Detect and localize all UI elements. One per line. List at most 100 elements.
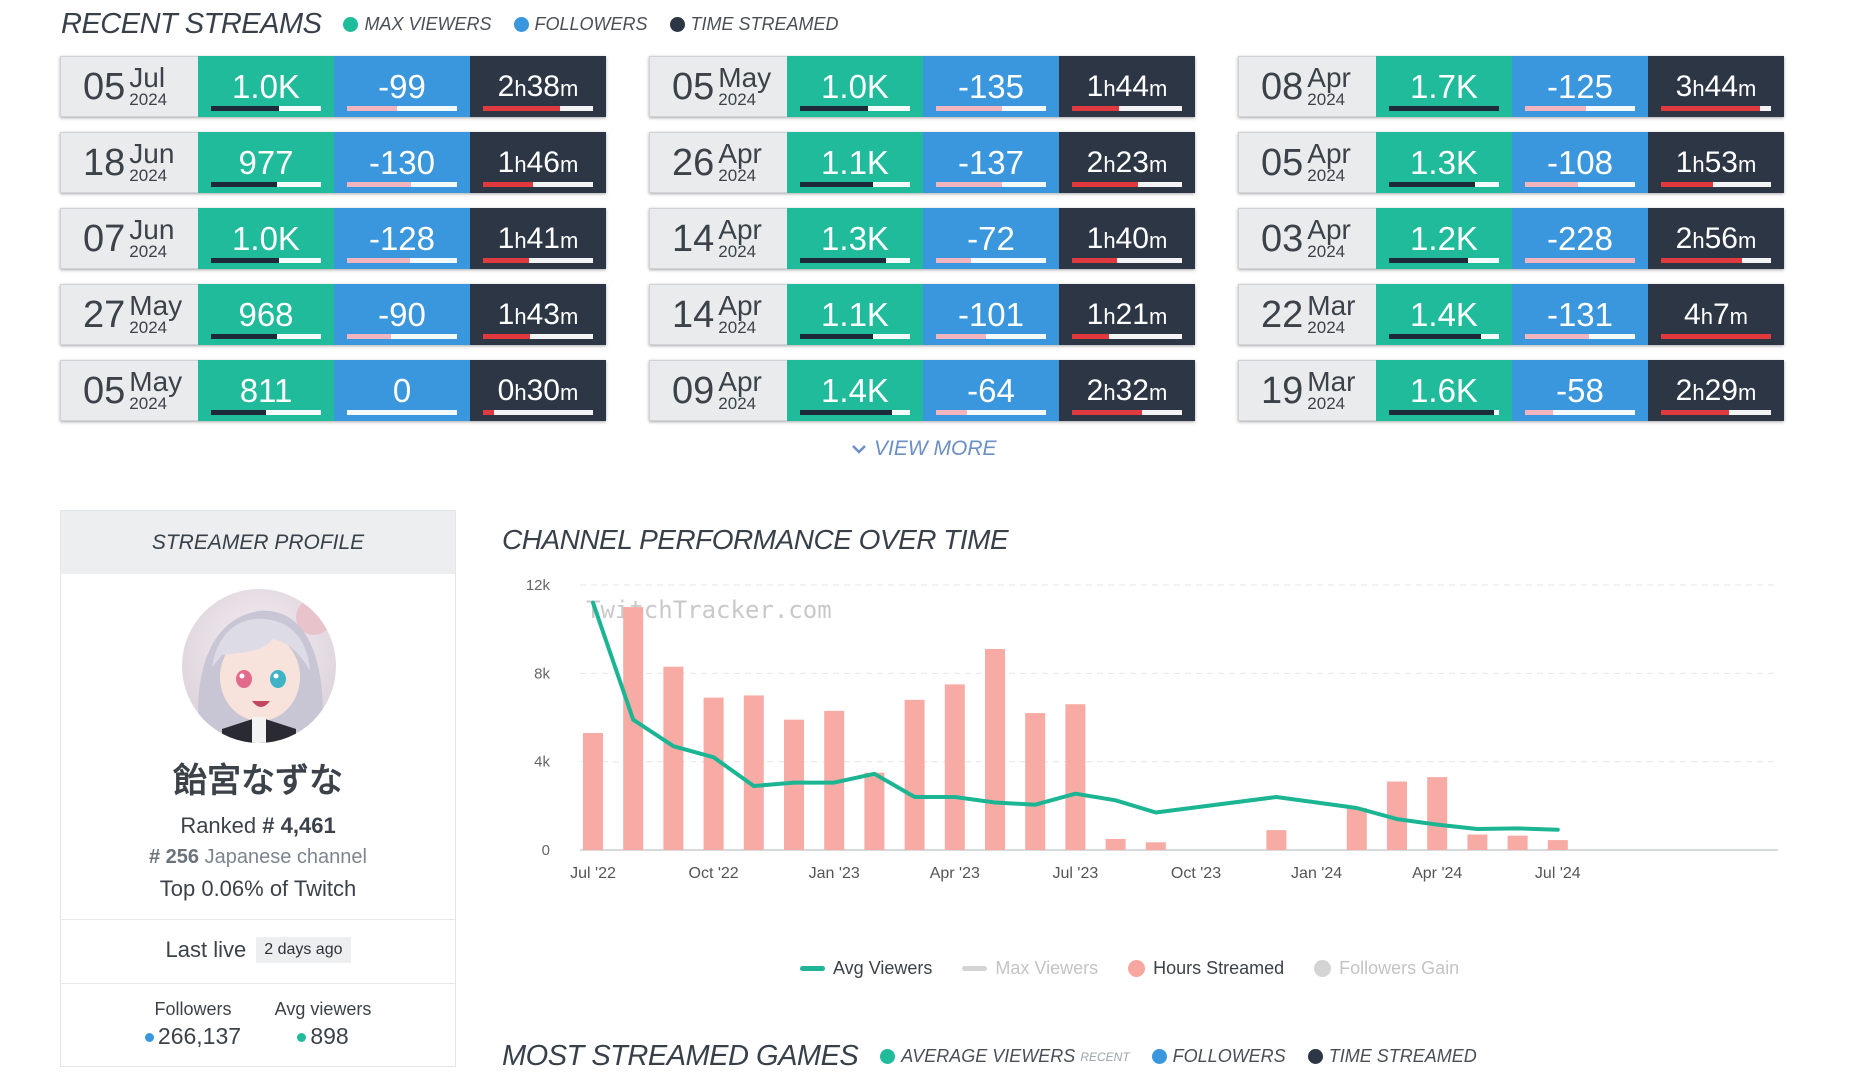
time-streamed-bar <box>483 334 593 339</box>
time-streamed-bar <box>1661 106 1771 111</box>
stream-row[interactable]: 05 May 2024 811 0 0 h 30 m <box>60 360 606 421</box>
stream-row[interactable]: 05 Apr 2024 1.3K -108 1 h 53 m <box>1238 132 1784 193</box>
followers-bar <box>936 106 1046 111</box>
language-rank-line: # 256 Japanese channel <box>149 846 367 868</box>
performance-chart[interactable]: TwitchTracker.com 0 4k 8k 12k Jul '22 Oct '2… <box>500 570 1790 940</box>
stream-duration: 2 h 23 m <box>1059 132 1195 193</box>
avatar[interactable] <box>182 589 336 743</box>
stream-month: Apr <box>1307 138 1351 170</box>
hours-streamed-bar <box>1467 834 1488 850</box>
stream-month: Apr <box>718 214 762 246</box>
followers-dot-icon <box>1151 1049 1167 1064</box>
legend-average-viewers[interactable]: AVERAGE VIEWERS RECENT <box>880 1046 1130 1067</box>
followers-bar <box>936 410 1046 415</box>
time-streamed-bar <box>1072 258 1182 263</box>
stream-followers: -128 <box>334 208 470 269</box>
stream-row[interactable]: 07 Jun 2024 1.0K -128 1 h 41 m <box>60 208 606 269</box>
stream-duration: 3 h 44 m <box>1648 56 1784 117</box>
stream-row[interactable]: 22 Mar 2024 1.4K -131 4 h 7 m <box>1238 284 1784 345</box>
hours-streamed-bar <box>985 649 1005 850</box>
hours-streamed-bar <box>1266 830 1287 850</box>
stream-max-viewers: 1.0K <box>787 56 923 117</box>
stream-row[interactable]: 27 May 2024 968 -90 1 h 43 m <box>60 284 606 345</box>
legend-followers[interactable]: FOLLOWERS <box>513 14 648 35</box>
stream-duration: 2 h 32 m <box>1059 360 1195 421</box>
stream-max-viewers: 1.2K <box>1376 208 1512 269</box>
stream-year: 2024 <box>718 393 757 413</box>
y-tick-label: 4k <box>534 754 550 771</box>
stream-row[interactable]: 08 Apr 2024 1.7K -125 3 h 44 m <box>1238 56 1784 117</box>
stream-year: 2024 <box>718 241 757 261</box>
avg-viewers-line <box>591 600 1560 832</box>
legend-max-viewers-chart[interactable]: Max Viewers <box>962 958 1098 979</box>
recent-streams-header: RECENT STREAMS MAX VIEWERS FOLLOWERS TIM… <box>61 8 839 41</box>
chart-watermark: TwitchTracker.com <box>586 596 832 624</box>
stream-row[interactable]: 03 Apr 2024 1.2K -228 2 h 56 m <box>1238 208 1784 269</box>
stream-row[interactable]: 18 Jun 2024 977 -130 1 h 46 m <box>60 132 606 193</box>
stream-month: Jun <box>129 138 175 170</box>
legend-time-streamed[interactable]: TIME STREAMED <box>669 14 839 35</box>
max-viewers-bar <box>211 258 321 263</box>
x-tick-label: Apr '24 <box>1412 865 1462 882</box>
stream-row[interactable]: 05 May 2024 1.0K -135 1 h 44 m <box>649 56 1195 117</box>
stream-month: May <box>129 290 183 322</box>
time-streamed-bar <box>483 258 593 263</box>
stream-row[interactable]: 09 Apr 2024 1.4K -64 2 h 32 m <box>649 360 1195 421</box>
stream-day: 14 <box>672 217 715 260</box>
games-title: MOST STREAMED GAMES <box>502 1040 859 1072</box>
stream-row[interactable]: 14 Apr 2024 1.3K -72 1 h 40 m <box>649 208 1195 269</box>
max-viewers-bar <box>1389 334 1499 339</box>
followers-stat: Followers 266,137 <box>128 999 258 1050</box>
legend-avg-viewers[interactable]: Avg Viewers <box>800 958 932 979</box>
x-tick-label: Jan '23 <box>809 865 860 882</box>
stream-max-viewers: 1.3K <box>1376 132 1512 193</box>
stream-max-viewers: 1.4K <box>1376 284 1512 345</box>
stream-year: 2024 <box>129 89 168 109</box>
stream-row[interactable]: 26 Apr 2024 1.1K -137 2 h 23 m <box>649 132 1195 193</box>
hours-streamed-bar <box>623 607 644 850</box>
view-more-link[interactable]: VIEW MORE <box>852 437 997 461</box>
legend-max-viewers[interactable]: MAX VIEWERS <box>343 14 492 35</box>
stream-row[interactable]: 05 Jul 2024 1.0K -99 2 h 38 m <box>60 56 606 117</box>
max-viewers-swatch-icon <box>962 966 988 971</box>
stream-date: 05 Apr 2024 <box>1238 132 1376 193</box>
time-streamed-bar <box>1661 258 1771 263</box>
avg-viewers-dot-icon <box>297 1033 307 1043</box>
avg-viewers-series-line <box>591 600 1560 832</box>
stream-max-viewers: 977 <box>198 132 334 193</box>
stream-max-viewers: 1.0K <box>198 56 334 117</box>
stream-date: 14 Apr 2024 <box>649 284 787 345</box>
stream-day: 03 <box>1261 217 1304 260</box>
stream-date: 18 Jun 2024 <box>60 132 198 193</box>
hours-streamed-bar <box>703 697 724 850</box>
x-tick-label: Jul '23 <box>1053 865 1099 882</box>
stream-followers: -108 <box>1512 132 1648 193</box>
chart-title: CHANNEL PERFORMANCE OVER TIME <box>502 524 1009 555</box>
stream-row[interactable]: 14 Apr 2024 1.1K -101 1 h 21 m <box>649 284 1195 345</box>
y-tick-label: 0 <box>542 842 550 859</box>
avg-viewers-value: 898 <box>310 1023 349 1049</box>
stream-day: 22 <box>1261 293 1304 336</box>
stream-month: May <box>129 366 183 398</box>
stream-date: 26 Apr 2024 <box>649 132 787 193</box>
time-streamed-bar <box>483 106 593 111</box>
stream-day: 08 <box>1261 65 1304 108</box>
stream-row[interactable]: 19 Mar 2024 1.6K -58 2 h 29 m <box>1238 360 1784 421</box>
legend-hours-streamed[interactable]: Hours Streamed <box>1128 958 1284 979</box>
hours-streamed-bar <box>1427 777 1448 850</box>
stream-duration: 1 h 53 m <box>1648 132 1784 193</box>
legend-games-time[interactable]: TIME STREAMED <box>1307 1046 1477 1067</box>
stream-day: 05 <box>1261 141 1304 184</box>
followers-bar <box>1525 334 1635 339</box>
legend-games-followers[interactable]: FOLLOWERS <box>1151 1046 1286 1067</box>
followers-bar <box>936 258 1046 263</box>
stream-duration: 1 h 40 m <box>1059 208 1195 269</box>
stream-duration: 1 h 46 m <box>470 132 606 193</box>
stream-day: 09 <box>672 369 715 412</box>
legend-followers-gain[interactable]: Followers Gain <box>1314 958 1459 979</box>
hours-streamed-bar <box>1346 808 1367 850</box>
hours-streamed-swatch-icon <box>1128 960 1146 977</box>
followers-bar <box>936 182 1046 187</box>
stream-followers: -64 <box>923 360 1059 421</box>
